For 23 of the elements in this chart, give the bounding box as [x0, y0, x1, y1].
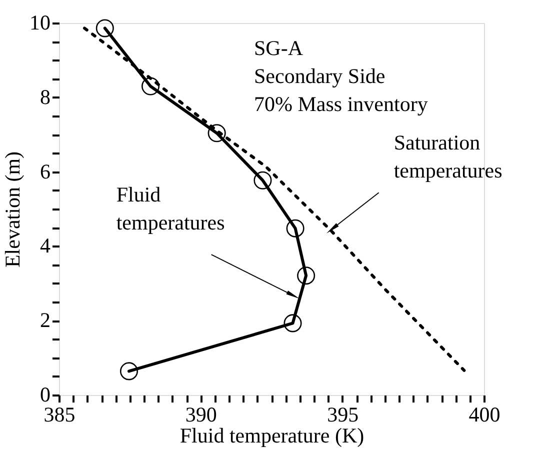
point — [284, 314, 302, 332]
y-axis-title: Elevation (m) — [0, 151, 24, 268]
x-axis-title: Fluid temperature (K) — [180, 424, 364, 448]
point — [120, 362, 138, 380]
point — [142, 77, 160, 96]
x-tick-label: 395 — [327, 402, 359, 426]
annotation: 70% Mass inventory — [254, 92, 428, 116]
y-tick-label: 6 — [40, 159, 50, 184]
point — [254, 171, 272, 190]
annotation: Secondary Side — [254, 64, 386, 88]
annotation: Saturation temperatures — [394, 130, 502, 183]
x-tick-label: 400 — [468, 402, 500, 426]
point — [286, 219, 304, 238]
y-tick-label: 8 — [40, 84, 50, 109]
point — [208, 124, 226, 142]
x-tick-label: 390 — [185, 402, 217, 426]
y-tick-label: 2 — [40, 308, 50, 332]
y-tick-label: 10 — [30, 10, 50, 34]
annotation: SG-A — [254, 36, 304, 60]
annotation: Fluid temperatures — [116, 182, 225, 235]
point — [96, 19, 114, 38]
point — [297, 266, 316, 285]
y-tick-label: 4 — [40, 234, 51, 258]
